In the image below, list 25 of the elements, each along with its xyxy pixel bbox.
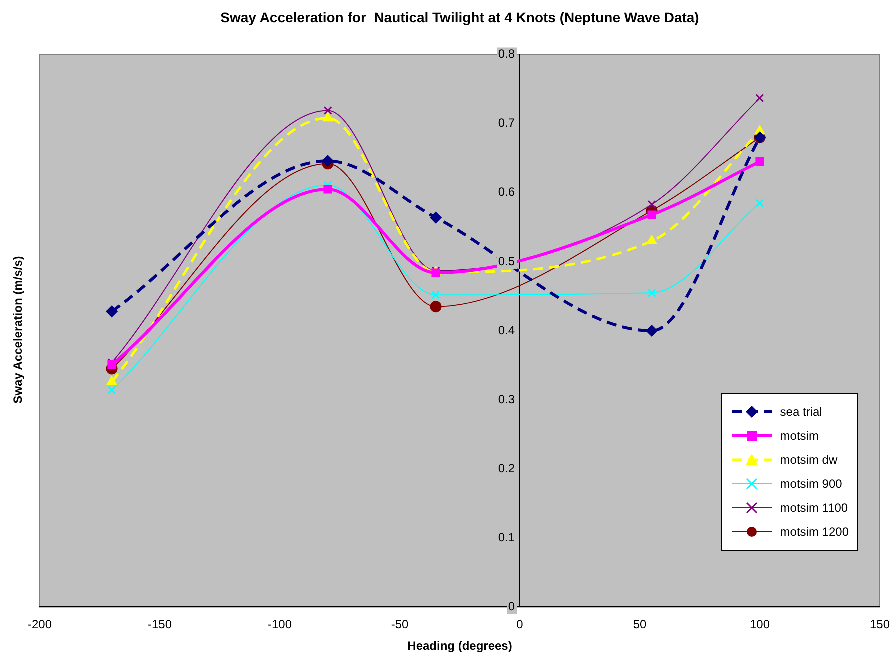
legend-label: motsim dw bbox=[780, 453, 838, 468]
x-tick-label: 50 bbox=[633, 618, 647, 632]
legend-label: sea trial bbox=[780, 405, 822, 420]
x-tick-label: -200 bbox=[28, 618, 52, 632]
x-tick-label: 150 bbox=[870, 618, 890, 632]
y-tick-label: 0.5 bbox=[498, 254, 516, 268]
legend-label: motsim bbox=[780, 429, 819, 444]
x-tick-label: -100 bbox=[268, 618, 292, 632]
y-axis-title: Sway Acceleration (m/s/s) bbox=[11, 256, 25, 404]
y-tick-label: 0.4 bbox=[498, 323, 516, 338]
x-tick-label: 100 bbox=[750, 618, 770, 632]
chart-title: Sway Acceleration for Nautical Twilight at 4 Knots (Neptune Wave Data) bbox=[220, 9, 700, 26]
y-tick-label: 0.2 bbox=[498, 461, 516, 476]
y-tick-label: 0 bbox=[508, 600, 516, 614]
legend-label: motsim 900 bbox=[780, 477, 842, 492]
x-axis-title: Heading (degrees) bbox=[408, 639, 512, 654]
legend-label: motsim 1100 bbox=[780, 501, 848, 516]
y-tick-label: 0.6 bbox=[498, 185, 516, 200]
x-tick-label: -50 bbox=[391, 618, 409, 632]
y-tick-label: 0.7 bbox=[498, 116, 516, 130]
y-tick-label: 0.3 bbox=[498, 392, 516, 406]
legend-label: motsim 1200 bbox=[780, 525, 849, 540]
y-tick-label: 0.1 bbox=[498, 530, 516, 544]
x-tick-label: -150 bbox=[148, 618, 172, 632]
y-tick-label: 0.8 bbox=[498, 47, 516, 62]
